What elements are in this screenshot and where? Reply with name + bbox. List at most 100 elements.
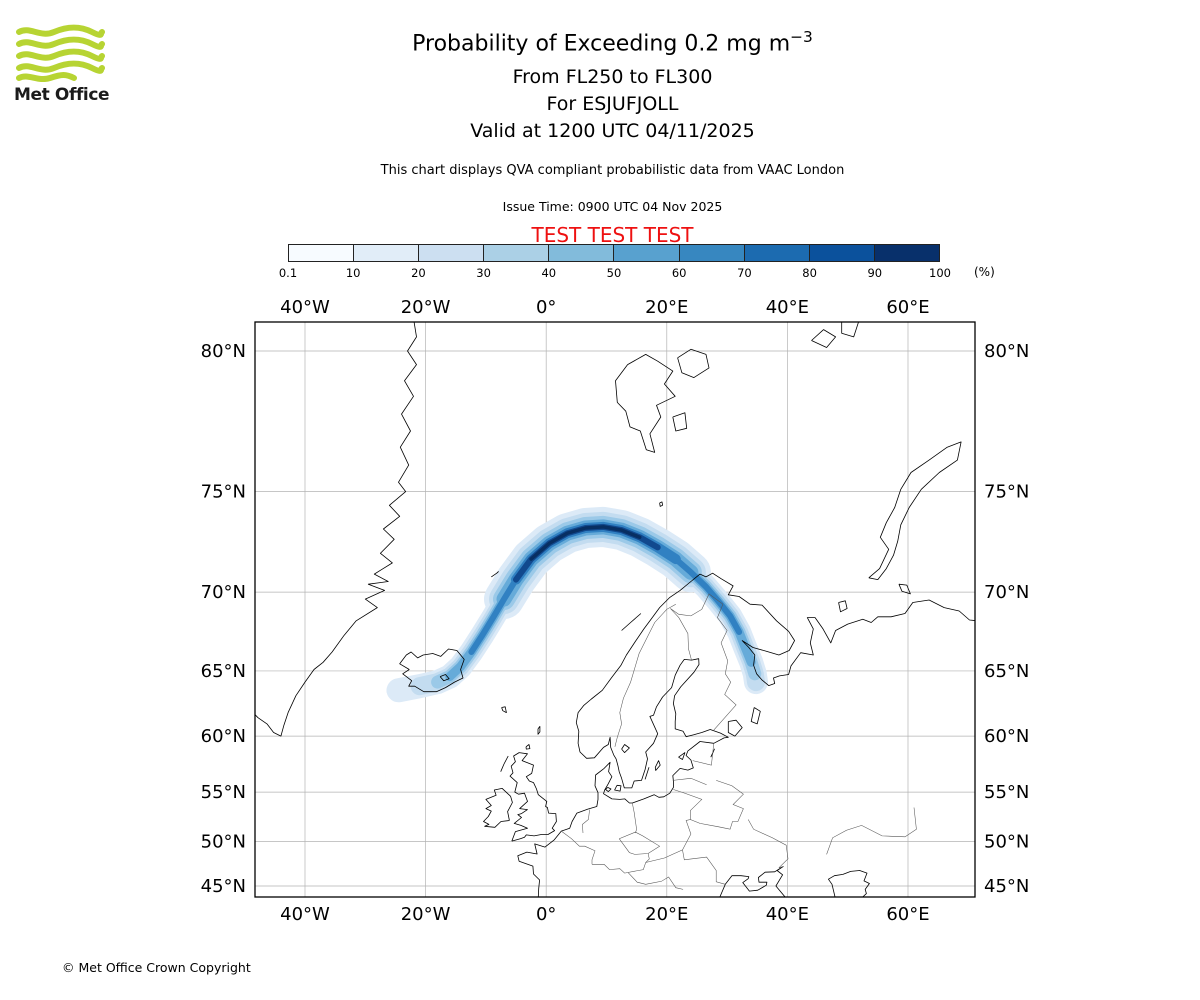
coastline-kolguyev: [838, 600, 848, 613]
country-border: [692, 743, 715, 766]
ash-plume: [386, 506, 768, 703]
colorbar-cell: [679, 245, 745, 261]
country-border: [672, 778, 707, 785]
coastline-great-britain: [509, 752, 557, 842]
colorbar-cell: [484, 245, 550, 261]
country-border: [614, 603, 676, 747]
coastline-black-sea-azov: [719, 866, 786, 897]
colorbar-cell: [549, 245, 615, 261]
chart-title-exponent: −3: [790, 28, 813, 46]
country-border: [561, 830, 596, 865]
colorbar-cell: [874, 245, 939, 261]
colorbar-tick-label: 60: [671, 266, 687, 280]
lon-label-top: 60°E: [886, 297, 929, 318]
met-office-logo-text: Met Office: [14, 85, 110, 105]
country-border: [670, 593, 724, 617]
colorbar-tick-label: 80: [802, 266, 817, 280]
country-border: [628, 872, 684, 890]
coastline-saaremaa: [678, 752, 686, 760]
coastline-bear-island: [659, 501, 663, 507]
lon-label-top: 0°: [536, 297, 556, 318]
qva-note: This chart displays QVA compliant probab…: [380, 163, 845, 179]
lon-label-top: 40°W: [280, 297, 330, 318]
coastline-caspian: [828, 870, 870, 897]
issue-time: Issue Time: 0900 UTC 04 Nov 2025: [502, 199, 723, 215]
coastline-lake-onega: [750, 707, 761, 725]
coastline-ireland: [483, 788, 513, 828]
country-border: [682, 849, 726, 885]
valid-time: Valid at 1200 UTC 04/11/2025: [470, 120, 755, 143]
coastline-svalbard-nordaustlandet: [677, 348, 710, 378]
coastline-franz-josef-land-b: [841, 322, 859, 338]
lon-label-bottom: 60°E: [886, 904, 929, 925]
lon-label-top: 20°W: [401, 297, 451, 318]
lat-label-left: 80°N: [201, 341, 246, 362]
colorbar-tick-label: 90: [867, 266, 883, 280]
country-border: [670, 608, 692, 661]
coastline-lake-vanern: [621, 744, 630, 753]
country-border: [582, 809, 590, 834]
colorbar-tick-label: 70: [737, 266, 752, 280]
country-border: [618, 831, 661, 855]
coastline-iceland: [399, 648, 465, 693]
lat-label-left: 65°N: [201, 661, 246, 682]
coastline-hebrides: [500, 755, 509, 772]
colorbar-cell: [809, 245, 875, 261]
colorbar-tick-label: 10: [345, 266, 361, 280]
coastline-iceland-glacier: [439, 674, 450, 682]
country-border: [592, 853, 650, 874]
coastline-svalbard-spitsbergen: [615, 354, 676, 453]
chart-title-text: Probability of Exceeding 0.2 mg m: [412, 31, 791, 57]
met-office-logo: Met Office: [14, 24, 124, 105]
colorbar-cells: [288, 244, 940, 262]
lat-label-left: 70°N: [201, 582, 246, 603]
country-border: [690, 780, 744, 830]
lon-label-bottom: 20°E: [645, 904, 688, 925]
coastline-orkney: [525, 744, 531, 750]
coastline-funen: [605, 787, 612, 792]
lat-label-right: 80°N: [984, 341, 1029, 362]
copyright: © Met Office Crown Copyright: [62, 960, 251, 975]
coastline-novaya-zemlya: [868, 441, 962, 580]
volcano-name: For ESJUFJOLL: [546, 93, 679, 116]
lat-label-right: 70°N: [984, 582, 1029, 603]
country-border: [632, 803, 637, 834]
coastline-oland: [644, 767, 650, 780]
lat-label-left: 75°N: [201, 482, 246, 503]
coastline-lake-ladoga: [727, 719, 743, 737]
grid-lines: [255, 322, 975, 897]
test-banner: TEST TEST TEST: [531, 223, 694, 248]
met-office-logo-waves: [16, 24, 105, 82]
coastline-zealand: [614, 784, 622, 792]
colorbar-tick-label: 30: [476, 266, 491, 280]
chart-header: Probability of Exceeding 0.2 mg m−3 From…: [25, 28, 1200, 247]
coastline-mainland-europe: [517, 572, 975, 897]
map: 40°W 40°W 20°W 20°W 0° 0° 20°E 20°E 40°E 40°E 60°E…: [201, 297, 1030, 925]
coastline-faroe: [501, 706, 507, 713]
chart-title: Probability of Exceeding 0.2 mg m−3: [25, 28, 1200, 56]
lat-label-right: 45°N: [984, 876, 1029, 897]
coastline-franz-josef-land-a: [811, 329, 836, 348]
country-borders: [561, 593, 917, 890]
colorbar-tick-label: 40: [541, 266, 557, 280]
country-border: [645, 849, 683, 863]
lat-label-left: 45°N: [201, 876, 246, 897]
colorbar-cell: [354, 245, 420, 261]
country-border: [673, 789, 703, 851]
colorbar-cell: [614, 245, 680, 261]
map-frame: [254, 321, 976, 898]
colorbar-unit: (%): [974, 265, 995, 279]
colorbar-cell: [289, 245, 355, 261]
flight-level-range: From FL250 to FL300: [512, 66, 713, 89]
lat-label-left: 55°N: [201, 782, 246, 803]
colorbar-tick-label: 20: [411, 266, 426, 280]
country-border: [747, 819, 789, 869]
lat-label-left: 60°N: [201, 726, 246, 747]
lat-label-right: 75°N: [984, 482, 1029, 503]
colorbar: 0.1 10 20 30 40 50 60 70 80 90 100 (%): [279, 244, 995, 280]
lat-label-right: 60°N: [984, 726, 1029, 747]
lat-label-right: 65°N: [984, 661, 1029, 682]
coastline-jan-mayen: [491, 571, 499, 578]
lon-label-top: 20°E: [645, 297, 688, 318]
